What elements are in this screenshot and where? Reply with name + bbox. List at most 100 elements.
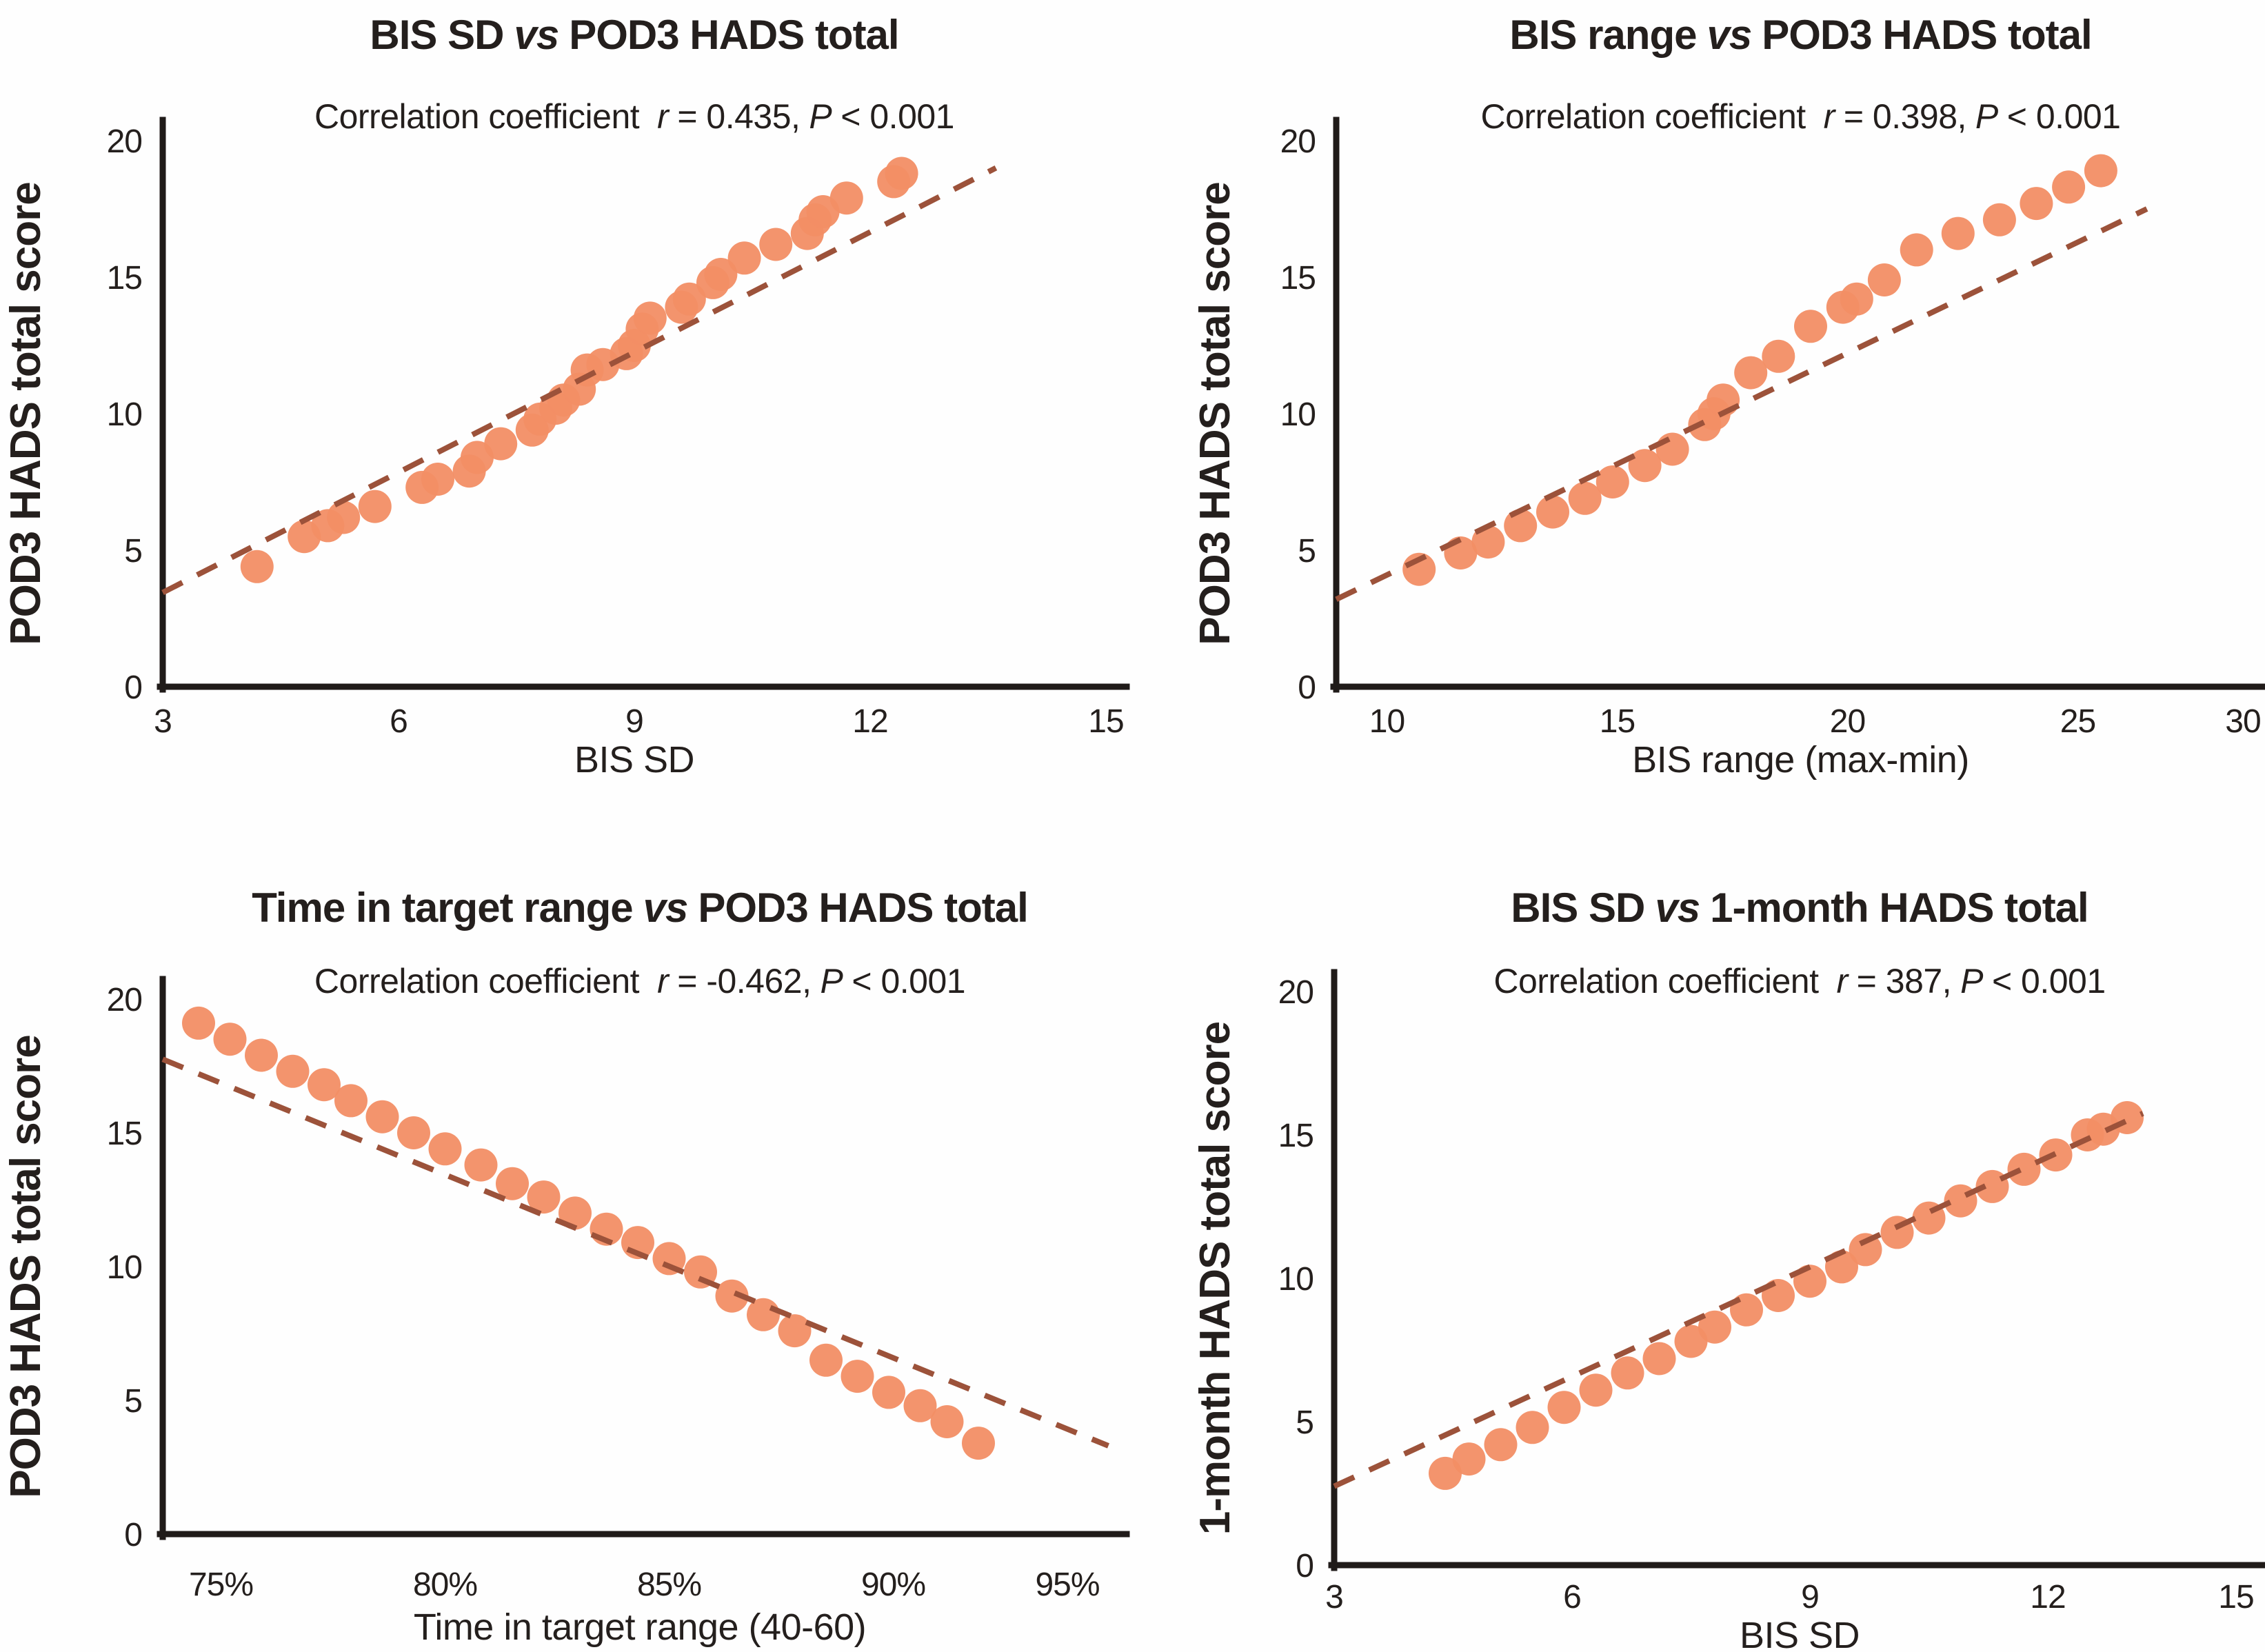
chart-subtitle: Correlation coefficient r = 0.398, P < 0.001 bbox=[1336, 97, 2265, 137]
title-text: BIS SD bbox=[1511, 885, 1645, 931]
x-tick-label: 6 bbox=[1563, 1579, 1581, 1615]
y-tick-label: 0 bbox=[1296, 1548, 1313, 1584]
data-point bbox=[245, 1038, 278, 1072]
data-point bbox=[1655, 432, 1689, 466]
data-point bbox=[1674, 1324, 1708, 1358]
data-point bbox=[1504, 509, 1538, 543]
data-point bbox=[397, 1116, 430, 1149]
data-point bbox=[1941, 216, 1975, 250]
x-tick-label: 75% bbox=[189, 1567, 253, 1603]
data-point bbox=[527, 1180, 561, 1214]
y-tick-label: 20 bbox=[107, 982, 142, 1018]
y-axis-label: POD3 HADS total score bbox=[2, 182, 50, 645]
title-vs: vs bbox=[1655, 885, 1700, 931]
p-symbol: P bbox=[1975, 97, 1998, 136]
data-point bbox=[276, 1054, 310, 1088]
data-point bbox=[1516, 1411, 1549, 1444]
x-axis-label: Time in target range (40-60) bbox=[414, 1606, 866, 1648]
data-point bbox=[365, 1100, 399, 1134]
data-point bbox=[747, 1298, 780, 1331]
scatter-plot: 0 5 10 15 20 3 6 9 12 15 BIS SD POD3 HADS total sco… bbox=[2, 117, 1130, 780]
data-point bbox=[2020, 187, 2053, 221]
data-point bbox=[496, 1167, 529, 1200]
data-point bbox=[715, 1279, 749, 1313]
title-vs: vs bbox=[1707, 12, 1752, 58]
data-point bbox=[1794, 310, 1827, 343]
y-axis-label: 1-month HADS total score bbox=[1191, 1022, 1239, 1535]
data-point bbox=[558, 1196, 592, 1230]
data-point bbox=[240, 550, 274, 583]
r-value: = 0.398, bbox=[1843, 97, 1967, 136]
y-tick-label: 5 bbox=[1298, 533, 1316, 570]
r-value: = 0.435, bbox=[677, 97, 801, 136]
y-axis-label: POD3 HADS total score bbox=[2, 1035, 50, 1498]
p-symbol: P bbox=[809, 97, 832, 136]
x-tick-label: 30 bbox=[2225, 703, 2260, 740]
p-symbol: P bbox=[820, 962, 843, 1000]
data-point bbox=[358, 490, 392, 523]
data-point bbox=[484, 427, 518, 461]
chart-subtitle: Correlation coefficient r = 387, P < 0.001 bbox=[1334, 961, 2265, 1001]
x-tick-label: 80% bbox=[413, 1567, 477, 1603]
title-text: 1-month HADS total bbox=[1710, 885, 2089, 931]
title-text: BIS range bbox=[1509, 12, 1697, 58]
data-point bbox=[704, 258, 738, 291]
chart-title: Time in target range vs POD3 HADS total bbox=[163, 884, 1117, 931]
x-tick-label: 12 bbox=[2030, 1579, 2065, 1615]
y-tick-label: 15 bbox=[1278, 1118, 1313, 1154]
r-value: = -0.462, bbox=[677, 962, 812, 1000]
data-point bbox=[1642, 1342, 1676, 1376]
y-tick-label: 15 bbox=[1280, 260, 1316, 296]
y-tick-label: 10 bbox=[107, 396, 142, 433]
trend-line bbox=[161, 165, 998, 595]
x-axis-label: BIS SD bbox=[574, 739, 694, 780]
data-point bbox=[1982, 203, 2016, 236]
chart-title: BIS range vs POD3 HADS total bbox=[1336, 11, 2265, 59]
data-point bbox=[428, 1132, 462, 1166]
chart-subtitle: Correlation coefficient r = 0.435, P < 0.001 bbox=[163, 97, 1106, 137]
p-value: < 0.001 bbox=[852, 962, 966, 1000]
data-point bbox=[2084, 154, 2117, 188]
data-point bbox=[334, 1084, 368, 1118]
data-point bbox=[1579, 1373, 1613, 1407]
data-point bbox=[903, 1389, 937, 1422]
y-tick-label: 20 bbox=[1280, 123, 1316, 160]
panel-time-in-range-vs-pod3-hads: Time in target range vs POD3 HADS total Co… bbox=[0, 826, 1132, 1652]
y-tick-label: 15 bbox=[107, 260, 142, 296]
y-tick-label: 10 bbox=[1280, 396, 1316, 433]
x-tick-label: 15 bbox=[1088, 703, 1123, 740]
x-tick-label: 9 bbox=[1801, 1579, 1819, 1615]
data-point bbox=[182, 1006, 215, 1040]
x-tick-label: 90% bbox=[861, 1567, 925, 1603]
data-point bbox=[2052, 170, 2086, 204]
data-point bbox=[421, 463, 454, 496]
data-point bbox=[308, 1068, 341, 1102]
data-point bbox=[1547, 1391, 1581, 1424]
r-symbol: r bbox=[1836, 962, 1849, 1000]
data-point bbox=[1734, 356, 1768, 390]
data-point bbox=[213, 1023, 247, 1056]
p-symbol: P bbox=[1960, 962, 1983, 1000]
chart-title: BIS SD vs POD3 HADS total bbox=[163, 11, 1106, 59]
panel-bis-range-vs-pod3-hads: BIS range vs POD3 HADS total Correlation c… bbox=[1133, 0, 2265, 826]
data-point bbox=[1595, 465, 1629, 498]
trend-line bbox=[1333, 1111, 2144, 1489]
data-point bbox=[809, 1343, 843, 1377]
data-point bbox=[840, 1360, 874, 1393]
chart-subtitle: Correlation coefficient r = -0.462, P < 0.00… bbox=[163, 961, 1117, 1001]
p-value: < 0.001 bbox=[2006, 97, 2121, 136]
y-tick-label: 0 bbox=[1298, 669, 1316, 706]
r-symbol: r bbox=[657, 97, 669, 136]
title-vs: vs bbox=[514, 12, 559, 58]
r-symbol: r bbox=[657, 962, 669, 1000]
title-text: POD3 HADS total bbox=[569, 12, 899, 58]
y-tick-label: 5 bbox=[124, 1383, 142, 1420]
trend-line bbox=[1335, 206, 2148, 602]
panel-bis-sd-vs-1-month-hads: BIS SD vs 1-month HADS total Correlation c… bbox=[1133, 826, 2265, 1652]
data-point bbox=[829, 181, 863, 215]
y-tick-label: 20 bbox=[1278, 974, 1313, 1011]
trend-line bbox=[161, 1056, 1110, 1449]
x-tick-label: 12 bbox=[852, 703, 887, 740]
data-point bbox=[1698, 1310, 1731, 1344]
